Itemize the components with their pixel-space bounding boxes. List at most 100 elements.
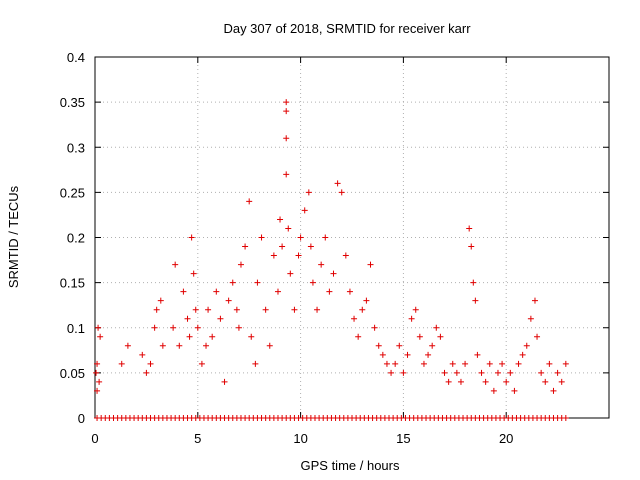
data-point	[153, 306, 160, 313]
data-point	[297, 234, 304, 241]
data-point	[490, 387, 497, 394]
data-point	[192, 306, 199, 313]
data-point	[515, 360, 522, 367]
data-point	[318, 261, 325, 268]
x-tick-label: 15	[396, 431, 410, 446]
data-point	[503, 378, 510, 385]
data-point	[433, 324, 440, 331]
data-point	[217, 315, 224, 322]
data-point	[538, 369, 545, 376]
data-point	[375, 342, 382, 349]
data-point	[392, 360, 399, 367]
data-point	[546, 360, 553, 367]
data-point	[285, 225, 292, 232]
data-point	[233, 306, 240, 313]
data-point	[188, 234, 195, 241]
data-point	[486, 360, 493, 367]
data-point	[283, 171, 290, 178]
data-point	[445, 378, 452, 385]
data-point	[96, 378, 103, 385]
y-tick-label: 0.1	[67, 321, 85, 336]
data-point	[429, 342, 436, 349]
data-point	[97, 333, 104, 340]
data-point	[184, 315, 191, 322]
data-point	[205, 306, 212, 313]
data-point	[330, 270, 337, 277]
data-point	[322, 234, 329, 241]
data-point	[194, 324, 201, 331]
data-point	[274, 288, 281, 295]
y-tick-label: 0.25	[60, 185, 85, 200]
data-point	[468, 243, 475, 250]
data-point	[550, 387, 557, 394]
data-point	[258, 234, 265, 241]
data-point	[453, 369, 460, 376]
data-point	[309, 279, 316, 286]
data-point	[94, 387, 101, 394]
data-point	[283, 108, 290, 115]
data-point	[519, 351, 526, 358]
data-point	[542, 378, 549, 385]
data-point	[346, 288, 353, 295]
ticks: 0 0.05 0.1 0.15 0.2 0.25 0.3 0.35 0.4 0 5 10 15 20	[60, 50, 609, 446]
data-point	[338, 189, 345, 196]
data-point	[159, 342, 166, 349]
data-point	[246, 198, 253, 205]
data-point	[523, 342, 530, 349]
data-point	[441, 369, 448, 376]
data-point	[388, 369, 395, 376]
data-point	[342, 252, 349, 259]
data-point	[359, 306, 366, 313]
x-tick-label: 0	[91, 431, 98, 446]
data-point	[478, 369, 485, 376]
data-point	[118, 360, 125, 367]
data-point	[248, 333, 255, 340]
data-point	[295, 252, 302, 259]
data-point	[95, 324, 102, 331]
data-point	[531, 297, 538, 304]
data-point	[213, 288, 220, 295]
y-tick-label: 0	[78, 411, 85, 426]
data-point	[507, 369, 514, 376]
data-point	[396, 342, 403, 349]
data-point	[437, 333, 444, 340]
data-point	[287, 270, 294, 277]
data-point	[262, 306, 269, 313]
data-point	[326, 288, 333, 295]
y-tick-label: 0.3	[67, 140, 85, 155]
data-point	[237, 261, 244, 268]
data-point	[235, 324, 242, 331]
data-point	[494, 369, 501, 376]
data-point	[270, 252, 277, 259]
data-point	[198, 360, 205, 367]
data-point	[470, 279, 477, 286]
data-point	[301, 207, 308, 214]
data-point	[139, 351, 146, 358]
x-tick-label: 5	[194, 431, 201, 446]
data-point	[225, 297, 232, 304]
data-point	[371, 324, 378, 331]
data-point	[363, 297, 370, 304]
x-axis-label: GPS time / hours	[301, 458, 400, 473]
data-point	[266, 342, 273, 349]
data-point	[562, 415, 569, 421]
x-tick-label: 20	[499, 431, 513, 446]
data-points	[93, 99, 569, 421]
y-axis-label: SRMTID / TECUs	[6, 185, 21, 288]
data-point	[305, 189, 312, 196]
data-point	[277, 216, 284, 223]
data-point	[229, 279, 236, 286]
data-point	[94, 360, 101, 367]
data-point	[170, 324, 177, 331]
data-point	[558, 378, 565, 385]
data-point	[462, 360, 469, 367]
data-point	[562, 360, 569, 367]
data-point	[511, 387, 518, 394]
data-point	[400, 369, 407, 376]
data-point	[93, 369, 100, 376]
data-point	[180, 288, 187, 295]
data-point	[176, 342, 183, 349]
data-point	[412, 306, 419, 313]
data-point	[143, 369, 150, 376]
